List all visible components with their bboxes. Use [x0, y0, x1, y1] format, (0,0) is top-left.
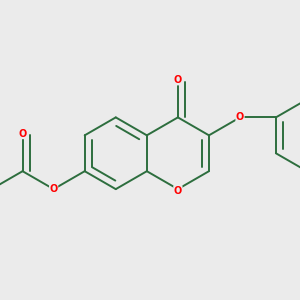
Text: O: O	[50, 184, 58, 194]
Text: O: O	[18, 129, 27, 139]
Text: O: O	[174, 75, 182, 85]
Text: O: O	[236, 112, 244, 122]
Text: O: O	[174, 186, 182, 196]
